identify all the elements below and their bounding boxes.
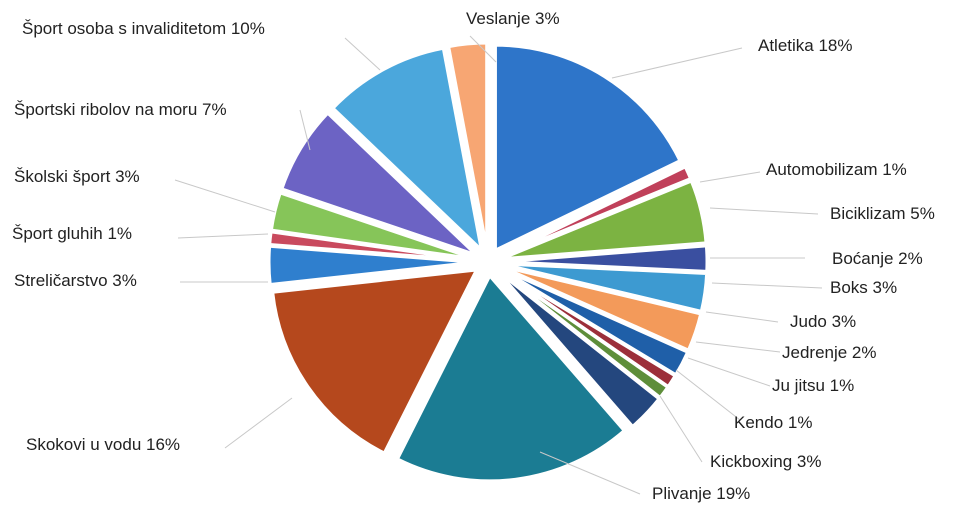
label-automobilizam: Automobilizam 1% [766,160,907,179]
label-veslanje: Veslanje 3% [466,9,560,28]
label-skolski-sport: Školski šport 3% [14,167,140,186]
pie-slice-12 [267,244,475,287]
label-jedrenje: Jedrenje 2% [782,343,877,362]
label-kickboxing: Kickboxing 3% [710,452,822,471]
label-bocanje: Boćanje 2% [832,249,923,268]
pie-slice-17 [446,41,489,249]
pie-slice-3 [501,244,709,273]
label-skokovi-u-vodu: Skokovi u vodu 16% [26,435,180,454]
pie-slice-13 [268,230,475,262]
label-ju-jitsu: Ju jitsu 1% [772,376,854,395]
pie-slice-9 [496,270,662,429]
pie-slice-15 [279,111,478,257]
pie-slices [267,41,709,483]
pie-slice-0 [493,43,682,253]
label-strelicarstvo: Streličarstvo 3% [14,271,137,290]
label-kendo: Kendo 1% [734,413,812,432]
label-biciklizam: Biciklizam 5% [830,204,935,223]
pie-slice-16 [330,46,484,255]
label-plivanje: Plivanje 19% [652,484,750,503]
pie-slice-8 [498,269,670,400]
slice-labels: Atletika 18% Automobilizam 1% Biciklizam… [12,9,935,503]
pie-slice-5 [500,265,703,353]
label-sport-osoba-s-invaliditetom: Šport osoba s invaliditetom 10% [22,19,265,38]
pie-slice-11 [271,268,480,456]
pie-slice-10 [395,273,627,483]
pie-slice-4 [501,262,709,314]
label-judo: Judo 3% [790,312,856,331]
pie-slice-14 [269,191,475,261]
label-boks: Boks 3% [830,278,897,297]
label-sportski-ribolov: Športski ribolov na moru 7% [14,100,227,119]
label-atletika: Atletika 18% [758,36,853,55]
label-leaders [174,35,823,495]
pie-slice-1 [500,164,693,258]
pie-slice-2 [501,179,708,261]
label-sport-gluhih: Šport gluhih 1% [12,224,132,243]
